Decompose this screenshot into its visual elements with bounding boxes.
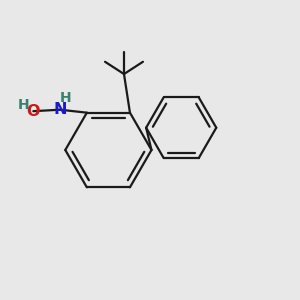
Text: H: H — [60, 92, 71, 105]
Text: O: O — [27, 104, 40, 119]
Text: H: H — [18, 98, 30, 112]
Text: N: N — [53, 102, 67, 117]
